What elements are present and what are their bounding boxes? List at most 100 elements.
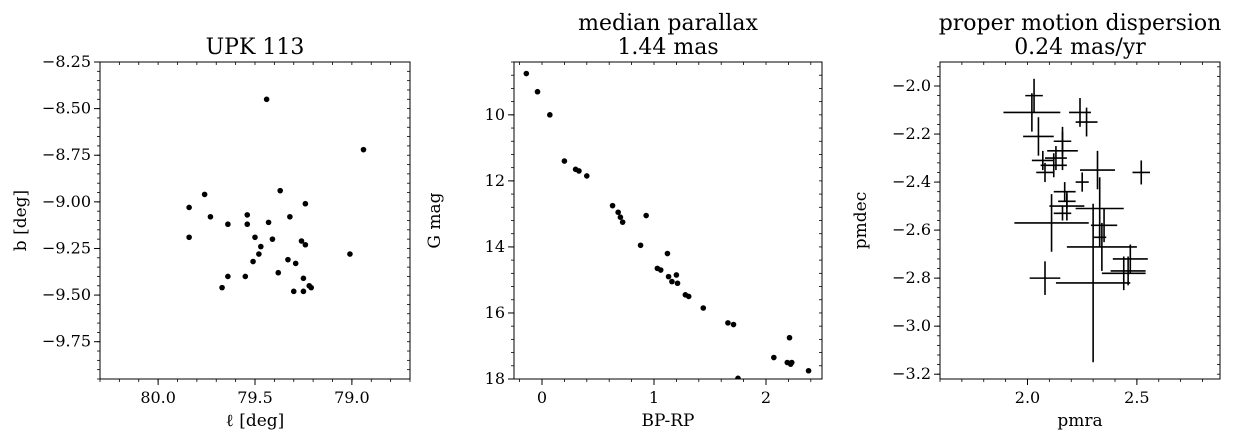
data-point bbox=[207, 213, 214, 220]
data-point bbox=[186, 234, 192, 241]
data-point bbox=[788, 359, 795, 366]
data-point bbox=[664, 250, 671, 257]
data-point bbox=[265, 219, 272, 226]
y-tick-label: −9.75 bbox=[42, 332, 91, 351]
chart-title: 0.24 mas/yr bbox=[1014, 35, 1146, 60]
data-point bbox=[700, 305, 707, 311]
data-point bbox=[277, 187, 283, 194]
data-point-errorbar bbox=[1029, 261, 1061, 295]
x-axis-label: BP-RP bbox=[642, 411, 695, 431]
data-layer bbox=[523, 70, 812, 379]
data-point bbox=[615, 209, 621, 216]
data-point bbox=[725, 320, 731, 326]
data-point bbox=[298, 238, 305, 244]
data-point bbox=[242, 273, 249, 280]
data-point bbox=[637, 242, 644, 249]
y-axis-label: G mag bbox=[425, 192, 445, 248]
data-point-errorbar bbox=[1036, 162, 1054, 183]
data-point-errorbar bbox=[1053, 206, 1072, 221]
data-point bbox=[250, 258, 256, 265]
data-point-errorbar bbox=[1023, 117, 1054, 156]
data-point-errorbar bbox=[1045, 146, 1067, 171]
data-point bbox=[576, 168, 582, 174]
x-tick-label: 2 bbox=[761, 388, 771, 407]
data-point-errorbar bbox=[1101, 256, 1146, 291]
y-tick-label: −2.4 bbox=[892, 172, 931, 191]
y-tick-label: 16 bbox=[485, 303, 505, 322]
data-point-errorbar bbox=[1025, 78, 1043, 113]
y-tick-label: 12 bbox=[485, 171, 505, 190]
data-point bbox=[308, 284, 314, 291]
data-point-errorbar bbox=[1112, 244, 1148, 274]
x-tick-label: 80.0 bbox=[140, 388, 176, 407]
y-axis-label: b [deg] bbox=[11, 190, 31, 251]
axes-frame bbox=[99, 61, 411, 380]
data-point bbox=[609, 202, 616, 209]
data-point bbox=[534, 88, 541, 95]
data-point-errorbar bbox=[1031, 150, 1054, 171]
data-point bbox=[643, 212, 649, 219]
y-tick-label: −2.8 bbox=[892, 268, 931, 287]
data-point-errorbar bbox=[1047, 131, 1078, 171]
data-point bbox=[735, 375, 741, 379]
data-point bbox=[561, 158, 568, 164]
y-tick-label: −2.6 bbox=[892, 220, 931, 239]
data-point-errorbar bbox=[1003, 93, 1061, 132]
x-tick-label: 0 bbox=[537, 388, 547, 407]
data-point bbox=[302, 241, 309, 248]
y-tick-label: −9.00 bbox=[42, 192, 91, 211]
data-point bbox=[252, 234, 258, 241]
x-axis-label: pmra bbox=[1057, 411, 1102, 431]
data-point bbox=[287, 213, 293, 220]
y-tick-label: 10 bbox=[485, 105, 505, 124]
data-point bbox=[669, 278, 675, 285]
data-point-errorbar bbox=[1075, 107, 1098, 137]
y-tick-label: −2.2 bbox=[892, 124, 931, 143]
chart-title: UPK 113 bbox=[206, 35, 305, 60]
x-tick-label: 1 bbox=[649, 388, 659, 407]
y-tick-label: 18 bbox=[485, 369, 505, 388]
data-point-errorbar bbox=[1132, 160, 1150, 185]
data-point-errorbar bbox=[1014, 194, 1089, 252]
data-point-errorbar bbox=[1093, 227, 1107, 247]
data-point bbox=[290, 288, 297, 295]
y-tick-label: −3.0 bbox=[892, 316, 931, 335]
data-point bbox=[300, 275, 307, 282]
data-point bbox=[584, 173, 590, 179]
panel-1: UPK 113 80.0 79.5 79.0 −8.25 −8.50 −8.75 −9.00 −… bbox=[11, 35, 411, 431]
data-point bbox=[665, 273, 672, 280]
data-point bbox=[685, 293, 692, 300]
data-point bbox=[292, 260, 299, 267]
data-point bbox=[347, 251, 353, 257]
y-tick-label: −2.0 bbox=[892, 76, 931, 95]
data-point-errorbar bbox=[1066, 222, 1137, 271]
data-point bbox=[244, 221, 251, 228]
data-point-errorbar bbox=[1053, 182, 1076, 202]
data-point bbox=[263, 96, 270, 103]
data-point bbox=[244, 212, 251, 218]
y-tick-label: −8.75 bbox=[42, 145, 91, 164]
data-point bbox=[730, 321, 737, 328]
y-tick-label: −9.25 bbox=[42, 238, 91, 257]
data-point bbox=[360, 146, 367, 153]
chart-title: median parallax bbox=[578, 11, 758, 36]
data-point-errorbar bbox=[1080, 150, 1115, 190]
data-point bbox=[201, 191, 208, 198]
y-tick-label: −8.50 bbox=[42, 99, 91, 118]
data-point bbox=[258, 243, 264, 250]
x-tick-label: 2.5 bbox=[1124, 388, 1149, 407]
chart-title: proper motion dispersion bbox=[939, 11, 1222, 36]
data-point-errorbar bbox=[1055, 203, 1131, 363]
data-point bbox=[619, 219, 626, 225]
x-tick-label: 79.5 bbox=[237, 388, 273, 407]
data-point bbox=[786, 334, 793, 341]
data-point bbox=[657, 267, 664, 273]
data-point bbox=[225, 221, 231, 228]
data-point bbox=[673, 272, 680, 278]
y-tick-label: −8.25 bbox=[42, 52, 91, 71]
chart-title: 1.44 mas bbox=[617, 35, 718, 60]
data-point bbox=[523, 70, 530, 77]
